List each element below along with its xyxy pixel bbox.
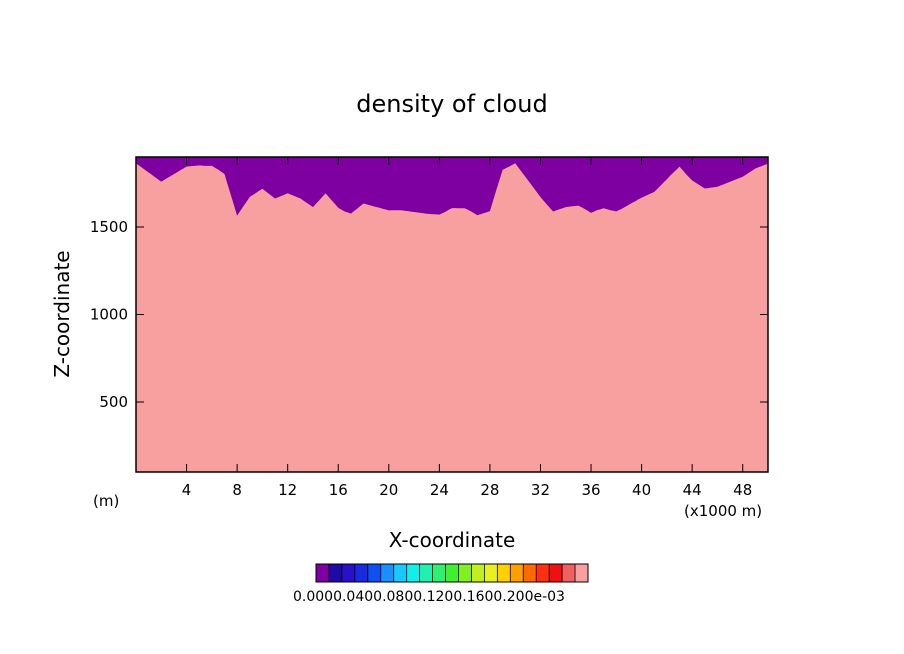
colorbar-swatch [367,564,382,582]
x-tick-label: 24 [430,481,449,499]
chart-title: density of cloud [356,90,547,118]
colorbar-swatch [432,564,447,582]
colorbar-swatch [316,564,330,582]
colorbar-swatch [458,564,472,582]
colorbar-swatch [484,564,498,582]
x-units-right: (x1000 m) [684,502,762,520]
colorbar-swatch [341,564,356,582]
y-tick-label: 500 [99,393,128,411]
x-tick-label: 40 [632,481,651,499]
x-tick-label: 28 [480,481,499,499]
colorbar-swatch [445,564,459,582]
x-axis-label: X-coordinate [389,528,516,552]
x-tick-label: 16 [329,481,348,499]
x-tick-label: 12 [278,481,297,499]
colorbar-swatch [562,564,576,582]
colorbar-swatch [419,564,434,582]
y-tick-label: 1000 [90,306,128,324]
x-tick-label: 44 [683,481,702,499]
colorbar-swatch [575,564,589,582]
contour-band-20 [136,163,768,472]
colorbar [315,563,589,583]
y-axis: 500 1000 1500 [90,218,768,411]
colorbar-swatch [549,564,563,582]
colorbar-frame [315,563,589,583]
x-axis: 4 8 12 16 20 24 28 32 36 40 44 48 [182,157,752,499]
plot-area [136,157,768,472]
colorbar-swatch [536,564,550,582]
colorbar-swatch [510,564,524,582]
x-units-left: (m) [93,492,119,510]
x-tick-label: 48 [733,481,752,499]
colorbar-swatch [328,564,343,582]
y-tick-label: 1500 [90,218,128,236]
x-tick-label: 32 [531,481,550,499]
colorbar-swatch [393,564,408,582]
y-axis-label: Z-coordinate [50,250,74,377]
x-tick-label: 8 [232,481,242,499]
colorbar-swatch [354,564,369,582]
colorbar-swatch [380,564,395,582]
x-tick-label: 36 [581,481,600,499]
x-tick-label: 20 [379,481,398,499]
x-tick-label: 4 [182,481,192,499]
colorbar-swatch [497,564,511,582]
colorbar-swatch [406,564,421,582]
colorbar-swatch [523,564,537,582]
colorbar-swatch [471,564,485,582]
colorbar-labels: 0.0000.0400.0800.1200.1600.200e-03 [293,589,565,605]
